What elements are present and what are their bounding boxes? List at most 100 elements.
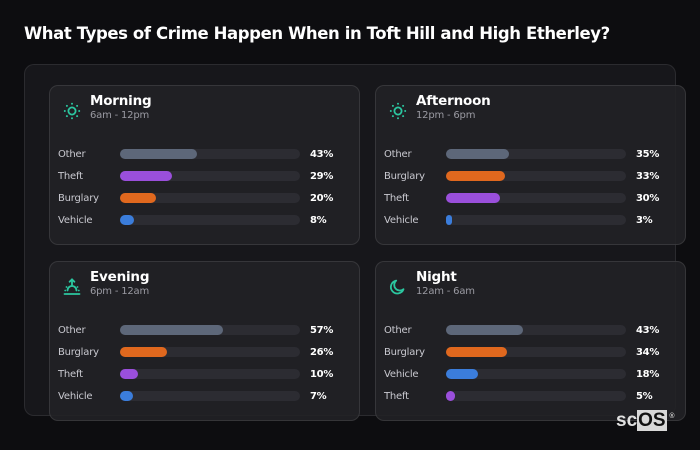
bar-track — [120, 369, 300, 379]
card-title: Night — [416, 269, 457, 285]
bar-value: 5% — [636, 391, 653, 402]
bar-track — [446, 391, 626, 401]
bar-value: 57% — [310, 325, 334, 336]
bar-label: Theft — [58, 171, 83, 182]
sunset-icon — [62, 277, 82, 297]
card-time-range: 12pm - 6pm — [416, 110, 476, 121]
bar-label: Theft — [384, 391, 409, 402]
bar-track — [446, 193, 626, 203]
bar-list: Other 35% Burglary 33% Theft 30% Vehicle 3% — [384, 147, 674, 235]
bar-track — [120, 347, 300, 357]
bar-row: Other 57% — [58, 323, 348, 345]
bar-value: 29% — [310, 171, 334, 182]
bar-value: 18% — [636, 369, 660, 380]
bar-label: Burglary — [58, 193, 99, 204]
bar-row: Other 35% — [384, 147, 674, 169]
bar-fill — [120, 215, 135, 225]
bar-fill — [446, 391, 455, 401]
watermark-os: OS — [637, 410, 667, 431]
watermark-sc: sc — [616, 410, 638, 431]
bar-row: Other 43% — [384, 323, 674, 345]
bar-fill — [446, 347, 508, 357]
bar-track — [120, 171, 300, 181]
bar-fill — [120, 391, 133, 401]
card-afternoon: Afternoon 12pm - 6pm Other 35% Burglary 33… — [375, 85, 686, 245]
bar-value: 26% — [310, 347, 334, 358]
bar-row: Theft 29% — [58, 169, 348, 191]
bar-value: 33% — [636, 171, 660, 182]
bar-track — [446, 369, 626, 379]
bar-label: Burglary — [384, 347, 425, 358]
bar-track — [446, 215, 626, 225]
bar-list: Other 57% Burglary 26% Theft 10% Vehicle 7% — [58, 323, 348, 411]
bar-label: Other — [58, 149, 86, 160]
bar-label: Other — [384, 149, 412, 160]
bar-fill — [446, 369, 479, 379]
bar-track — [446, 347, 626, 357]
bar-row: Theft 10% — [58, 367, 348, 389]
bar-label: Vehicle — [384, 369, 419, 380]
bar-fill — [120, 193, 156, 203]
bar-track — [120, 325, 300, 335]
card-night: Night 12am - 6am Other 43% Burglary 34% Ve… — [375, 261, 686, 421]
bar-row: Burglary 26% — [58, 345, 348, 367]
bar-label: Vehicle — [58, 391, 93, 402]
bar-label: Theft — [384, 193, 409, 204]
bar-fill — [446, 215, 452, 225]
card-title: Evening — [90, 269, 150, 285]
bar-fill — [446, 149, 509, 159]
bar-row: Other 43% — [58, 147, 348, 169]
bar-value: 35% — [636, 149, 660, 160]
bar-fill — [446, 171, 506, 181]
bar-row: Vehicle 7% — [58, 389, 348, 411]
card-title: Afternoon — [416, 93, 491, 109]
bar-track — [120, 193, 300, 203]
bar-track — [120, 391, 300, 401]
bar-value: 43% — [310, 149, 334, 160]
bar-track — [446, 325, 626, 335]
scos-watermark-logo: scOS ® — [616, 410, 675, 431]
bar-track — [446, 171, 626, 181]
bar-fill — [120, 325, 223, 335]
bar-fill — [446, 193, 500, 203]
bar-row: Theft 5% — [384, 389, 674, 411]
bar-value: 10% — [310, 369, 334, 380]
bar-value: 30% — [636, 193, 660, 204]
bar-row: Burglary 34% — [384, 345, 674, 367]
bar-row: Theft 30% — [384, 191, 674, 213]
bar-fill — [446, 325, 524, 335]
bar-fill — [120, 347, 167, 357]
bar-list: Other 43% Burglary 34% Vehicle 18% Theft 5% — [384, 323, 674, 411]
card-morning: Morning 6am - 12pm Other 43% Theft 29% Bur… — [49, 85, 360, 245]
sun-icon — [388, 101, 408, 121]
bar-value: 3% — [636, 215, 653, 226]
bar-list: Other 43% Theft 29% Burglary 20% Vehicle 8% — [58, 147, 348, 235]
moon-icon — [388, 277, 408, 297]
card-time-range: 6pm - 12am — [90, 286, 150, 297]
registered-mark: ® — [669, 413, 675, 420]
bar-value: 7% — [310, 391, 327, 402]
page-title: What Types of Crime Happen When in Toft … — [24, 24, 610, 43]
bar-label: Vehicle — [384, 215, 419, 226]
bar-track — [446, 149, 626, 159]
bar-label: Other — [58, 325, 86, 336]
bar-row: Vehicle 18% — [384, 367, 674, 389]
bar-row: Burglary 33% — [384, 169, 674, 191]
bar-row: Vehicle 8% — [58, 213, 348, 235]
card-time-range: 6am - 12pm — [90, 110, 150, 121]
bar-label: Vehicle — [58, 215, 93, 226]
bar-label: Other — [384, 325, 412, 336]
bar-value: 20% — [310, 193, 334, 204]
bar-fill — [120, 369, 138, 379]
bar-label: Theft — [58, 369, 83, 380]
bar-value: 8% — [310, 215, 327, 226]
card-title: Morning — [90, 93, 152, 109]
bar-fill — [120, 171, 173, 181]
bar-value: 43% — [636, 325, 660, 336]
bar-row: Burglary 20% — [58, 191, 348, 213]
sun-icon — [62, 101, 82, 121]
card-evening: Evening 6pm - 12am Other 57% Burglary 26% … — [49, 261, 360, 421]
bar-label: Burglary — [58, 347, 99, 358]
bar-track — [120, 215, 300, 225]
bar-track — [120, 149, 300, 159]
